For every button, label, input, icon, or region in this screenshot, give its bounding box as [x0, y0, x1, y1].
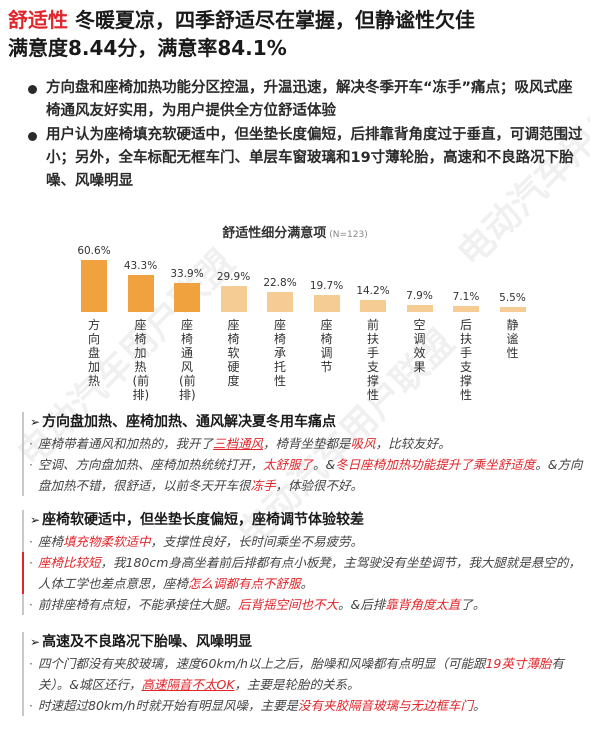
section-heading: ➢ 方向盘加热、座椅加热、通风解决夏冬用车痛点 — [30, 414, 337, 430]
bar-value-label: 7.1% — [452, 290, 480, 303]
bar-category-label: 空调效果 — [413, 318, 426, 374]
highlight-text: 19英寸薄胎 — [485, 656, 552, 671]
bar-value-label: 14.2% — [356, 284, 390, 297]
bar-category-label: 座椅承托性 — [273, 318, 286, 388]
highlight-text: 靠背角度太直 — [385, 597, 461, 612]
feedback-section: ➢ 座椅软硬适中，但坐垫长度偏短，座椅调节体验较差 · 座椅填充物柔软适中，支撑性良好… — [22, 510, 584, 615]
section-heading: ➢ 高速及不良路况下胎噪、风噪明显 — [30, 634, 253, 650]
bar-value-label: 19.7% — [309, 280, 344, 293]
highlight-text: 三档通风 — [213, 436, 264, 451]
highlight-text: 填充物柔软适中 — [63, 534, 151, 549]
bar-chart: 60.6% 方向盘加热 43.3% 座椅加热(前排) 33.9% 座椅通风(前排) 29.9… — [77, 232, 550, 412]
user-quote: · 空调、方向盘加热、座椅加热统统打开，太舒服了。&冬日座椅加热功能提升了乘坐舒适… — [24, 454, 584, 496]
highlight-text: 高速隔音不太OK — [141, 677, 235, 692]
chart-sample-size: (N=123) — [329, 230, 368, 240]
bullet-icon: · — [29, 656, 33, 671]
user-quote: · 座椅填充物柔软适中，支撑性良好，长时间乘坐不易疲劳。 — [24, 531, 584, 552]
highlight-text: 冻手 — [250, 478, 276, 493]
highlight-text: 座椅比较短 — [38, 555, 101, 570]
chart-bar — [127, 274, 154, 312]
bar-category-label: 前扶手支撑性 — [366, 318, 379, 402]
bar-value-label: 43.3% — [123, 259, 158, 272]
bullet-icon: · — [29, 534, 33, 549]
highlight-text: 吸风 — [350, 436, 376, 451]
bar-category-label: 座椅加热(前排) — [132, 318, 150, 402]
arrow-right-icon: ➢ — [30, 415, 41, 429]
user-quote: · 前排座椅有点短，不能承接住大腿。后背摇空间也不大。&后排靠背角度太直了。 — [24, 594, 584, 615]
user-quote: · 座椅带着通风和加热的，我开了三档通风，椅背坐垫都是吸风，比较友好。 — [24, 433, 584, 454]
headline: 冬暖夏凉，四季舒适尽在掌握，但静谧性欠佳 — [68, 8, 475, 32]
bar-value-label: 33.9% — [170, 267, 204, 280]
feedback-section: ➢ 高速及不良路况下胎噪、风噪明显 · 四个门都没有夹胶玻璃，速度60km/h以上之后… — [22, 632, 584, 716]
bullet-icon: · — [29, 698, 33, 713]
chart-bar — [220, 286, 247, 312]
bar-value-label: 60.6% — [77, 245, 111, 258]
satisfaction-score: 满意度8.44分，满意率84.1% — [8, 36, 287, 60]
bullet-icon: · — [29, 436, 33, 451]
bar-value-label: 29.9% — [216, 271, 251, 284]
chart-bar — [267, 292, 293, 312]
page-title: 舒适性 冬暖夏凉，四季舒适尽在掌握，但静谧性欠佳 满意度8.44分，满意率84.… — [8, 6, 584, 62]
section-label: 舒适性 — [8, 8, 68, 32]
bar-category-label: 座椅通风(前排) — [179, 318, 196, 402]
bullet-icon: · — [29, 597, 33, 612]
chart-bar — [174, 282, 200, 312]
section-heading: ➢ 座椅软硬适中，但坐垫长度偏短，座椅调节体验较差 — [30, 512, 365, 528]
user-quote: · 时速超过80km/h时就开始有明显风噪，主要是没有夹胶隔音玻璃与无边框车门。 — [24, 695, 584, 716]
summary-bullets: 方向盘和座椅加热功能分区控温，升温迅速，解决冬季开车“冻手”痛点；吸风式座椅通风… — [28, 77, 583, 194]
bar-category-label: 静谧性 — [506, 318, 519, 360]
bullet-icon — [28, 132, 37, 141]
arrow-right-icon: ➢ — [30, 513, 41, 527]
highlight-text: 太舒服了 — [263, 457, 314, 472]
bar-category-label: 后扶手支撑性 — [459, 318, 472, 402]
bullet-icon: · — [29, 457, 33, 472]
bullet-icon — [28, 85, 37, 94]
highlight-text: 后背摇空间也不大 — [238, 597, 339, 612]
highlight-text: 怎么调都有点不舒服 — [188, 576, 301, 591]
chart-bar — [499, 307, 526, 312]
summary-bullet: 用户认为座椅填充软硬适中，但坐垫长度偏短，后排靠背角度过于垂直，可调范围过小；另… — [28, 124, 583, 193]
chart-bar — [406, 305, 433, 312]
user-quote: · 四个门都没有夹胶玻璃，速度60km/h以上之后，胎噪和风噪都有点明显（可能跟1… — [24, 653, 584, 695]
user-quote: · 座椅比较短，我180cm身高坐着前后排都有点小板凳，主驾驶没有坐垫调节，我大腿… — [22, 552, 584, 594]
highlight-text: 没有夹胶隔音玻璃与无边框车门 — [297, 698, 473, 713]
bar-category-label: 座椅软硬度 — [227, 318, 240, 388]
summary-bullet: 方向盘和座椅加热功能分区控温，升温迅速，解决冬季开车“冻手”痛点；吸风式座椅通风… — [28, 77, 583, 123]
bullet-icon: · — [29, 555, 33, 570]
bar-value-label: 22.8% — [263, 277, 297, 290]
feedback-section: ➢ 方向盘加热、座椅加热、通风解决夏冬用车痛点 · 座椅带着通风和加热的，我开了三档通… — [22, 412, 584, 496]
chart-bar — [360, 299, 386, 312]
bar-value-label: 7.9% — [406, 290, 433, 303]
highlight-text: 冬日座椅加热功能提升了乘坐舒适度 — [335, 457, 536, 472]
bar-category-label: 方向盘加热 — [87, 318, 100, 388]
arrow-right-icon: ➢ — [30, 635, 41, 649]
chart-bar — [81, 260, 107, 312]
bar-category-label: 座椅调节 — [320, 318, 333, 374]
chart-title: 舒适性细分满意项 (N=123) — [222, 226, 368, 241]
chart-bar — [313, 295, 340, 312]
chart-bar — [453, 305, 479, 312]
bar-value-label: 5.5% — [499, 292, 526, 305]
